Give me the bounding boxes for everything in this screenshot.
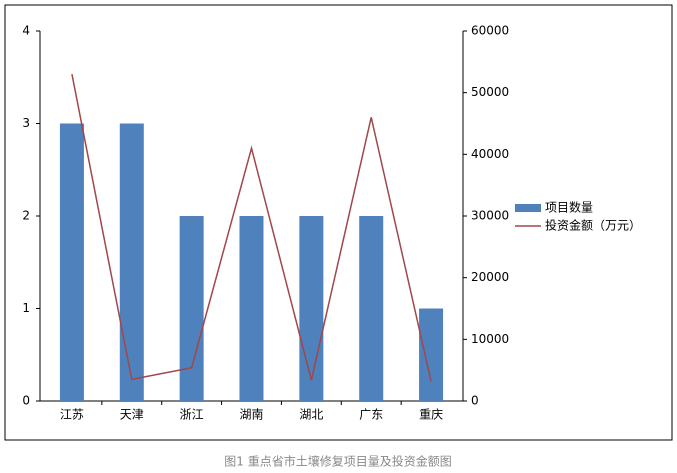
y2-tick-label: 30000 xyxy=(471,209,509,223)
x-tick-label: 浙江 xyxy=(180,408,204,422)
caption: 图1 重点省市土壤修复项目量及投资金额图 xyxy=(224,454,451,469)
x-tick-label: 广东 xyxy=(359,408,383,422)
y-tick-label: 2 xyxy=(22,209,30,223)
line xyxy=(71,74,432,382)
y2-tick-label: 20000 xyxy=(471,270,509,284)
x-tick-label: 江苏 xyxy=(60,408,84,422)
y2-tick-label: 50000 xyxy=(471,85,509,99)
legend-swatch xyxy=(515,204,541,212)
x-tick-label: 重庆 xyxy=(419,408,443,422)
y2-tick-label: 10000 xyxy=(471,332,509,346)
bar xyxy=(299,216,324,401)
bar xyxy=(239,216,264,401)
y-tick-label: 0 xyxy=(22,394,30,408)
y2-tick-label: 0 xyxy=(471,394,479,408)
x-tick-label: 湖南 xyxy=(239,407,263,422)
bar xyxy=(59,123,84,401)
chart-border xyxy=(4,4,673,441)
y2-tick-label: 60000 xyxy=(471,24,509,38)
y2-tick-label: 40000 xyxy=(471,147,509,161)
legend-label: 项目数量 xyxy=(545,200,593,215)
bar xyxy=(419,308,444,401)
y-tick-label: 4 xyxy=(22,24,30,38)
y-tick-label: 3 xyxy=(22,116,30,130)
legend-label: 投资金额（万元） xyxy=(545,218,641,233)
bar xyxy=(119,123,144,401)
y-tick-label: 1 xyxy=(22,301,30,315)
x-tick-label: 湖北 xyxy=(299,407,323,422)
x-tick-label: 天津 xyxy=(120,408,144,422)
bar xyxy=(179,216,204,401)
bar xyxy=(359,216,384,401)
